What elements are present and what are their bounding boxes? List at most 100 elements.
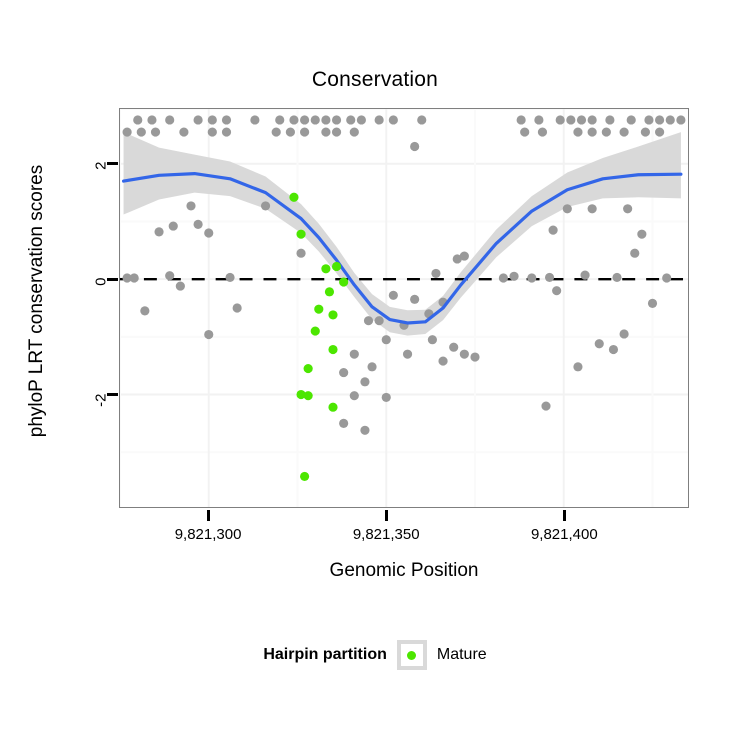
legend-marker-icon [407, 650, 417, 660]
scatter-point [452, 254, 462, 264]
scatter-point [402, 349, 413, 359]
scatter-point [360, 377, 370, 387]
scatter-point [300, 127, 310, 137]
scatter-point [122, 127, 132, 137]
scatter-point [339, 368, 349, 378]
scatter-point [587, 115, 597, 125]
scatter-point [566, 115, 576, 125]
scatter-point [285, 127, 295, 137]
y-tick-label: 0 [92, 277, 110, 286]
scatter-point [367, 362, 377, 372]
scatter-point [204, 329, 214, 340]
scatter-point [289, 192, 299, 202]
scatter-point [573, 127, 583, 137]
scatter-point [150, 127, 161, 137]
scatter-point [374, 316, 384, 326]
scatter-point [470, 352, 480, 362]
scatter-point [300, 471, 310, 482]
scatter-point [289, 115, 299, 125]
scatter-point [328, 344, 338, 355]
legend: Hairpin partition Mature [0, 640, 750, 670]
scatter-point [168, 221, 178, 231]
scatter-point [459, 349, 469, 359]
legend-key-mature[interactable] [396, 640, 427, 670]
scatter-point [665, 115, 675, 125]
scatter-point [537, 127, 548, 137]
x-tick-label: 9,821,400 [530, 526, 598, 543]
plot-area [120, 109, 688, 507]
scatter-point [349, 127, 359, 137]
scatter-point [165, 271, 175, 281]
scatter-point [410, 294, 420, 304]
scatter-point [225, 272, 235, 283]
scatter-point [165, 115, 175, 125]
scatter-point [509, 271, 519, 281]
scatter-point [122, 273, 132, 283]
scatter-point [296, 389, 306, 400]
legend-title: Hairpin partition [263, 646, 387, 663]
y-tick-label: -2 [92, 393, 110, 407]
scatter-point [193, 219, 203, 229]
scatter-point [587, 204, 597, 214]
scatter-point [587, 127, 597, 137]
scatter-point [250, 115, 260, 125]
scatter-point [594, 339, 604, 349]
scatter-point [498, 273, 508, 283]
scatter-point [534, 115, 544, 125]
scatter-point [637, 229, 647, 239]
scatter-point [544, 272, 555, 283]
scatter-point [349, 391, 359, 401]
scatter-point [193, 115, 203, 125]
scatter-point [410, 141, 420, 152]
scatter-point [619, 329, 629, 339]
scatter-point [438, 356, 448, 366]
scatter-point [300, 115, 310, 125]
scatter-point [644, 115, 654, 125]
x-tick-mark [562, 510, 566, 521]
scatter-point [207, 115, 217, 125]
scatter-point [331, 115, 342, 125]
scatter-point [605, 115, 615, 125]
scatter-point [662, 273, 672, 283]
scatter-point [374, 115, 384, 125]
scatter-point [552, 286, 562, 296]
scatter-point [388, 290, 398, 300]
chart-title: Conservation [311, 68, 439, 91]
scatter-point [303, 391, 313, 401]
plot-panel [119, 108, 689, 508]
scatter-point [431, 268, 441, 278]
scatter-point [381, 335, 391, 345]
scatter-point [221, 127, 232, 137]
scatter-point [339, 418, 349, 428]
x-tick-mark [206, 510, 210, 521]
scatter-point [186, 201, 196, 211]
scatter-points-mature [289, 192, 349, 482]
scatter-point [310, 326, 320, 336]
scatter-point [324, 287, 335, 297]
scatter-point [346, 115, 356, 125]
scatter-point [626, 115, 636, 125]
scatter-point [179, 127, 189, 137]
scatter-point [147, 115, 157, 125]
scatter-point [303, 363, 313, 374]
x-axis-label: Genomic Position [329, 560, 479, 581]
scatter-point [221, 115, 232, 125]
scatter-point [154, 227, 164, 237]
scatter-point [175, 281, 185, 291]
scatter-point [608, 344, 619, 355]
scatter-point [619, 127, 629, 137]
scatter-point [296, 248, 306, 258]
scatter-point [417, 115, 427, 125]
scatter-point [331, 127, 342, 137]
scatter-point [296, 229, 306, 239]
confidence-band [123, 132, 681, 336]
scatter-point [328, 402, 338, 412]
y-tick-mark [107, 277, 118, 281]
scatter-point [360, 425, 370, 435]
scatter-point [555, 115, 565, 125]
scatter-point [630, 248, 640, 258]
scatter-point [349, 349, 359, 359]
scatter-point [133, 115, 143, 125]
scatter-point [275, 115, 285, 125]
